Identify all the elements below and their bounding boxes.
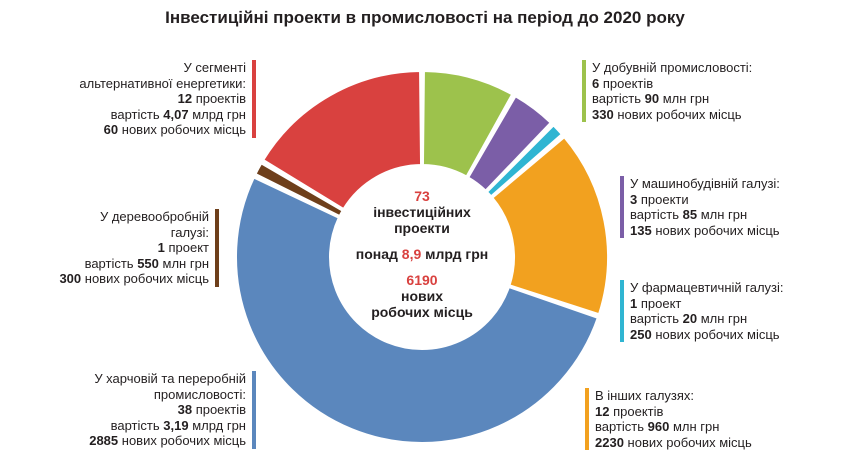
legend-jobs: 250 нових робочих місць	[630, 326, 780, 342]
total-projects-label-1: інвестиційних	[373, 204, 471, 220]
donut-slice	[490, 135, 609, 316]
legend-cost: вартість 3,19 млрд грн	[110, 417, 246, 433]
legend-jobs: 2885 нових робочих місць	[89, 433, 246, 448]
total-jobs-label-1: нових	[400, 288, 443, 304]
legend-projects: 12 проектів	[177, 91, 246, 106]
legend-block-food: У харчовій та переробній промисловості: …	[89, 371, 256, 449]
legend-heading: У сегменті	[183, 60, 246, 75]
legend-heading: В інших галузях:	[595, 388, 695, 403]
legend-block-machine-building: У машинобудівній галузі: 3 проекти варті…	[620, 176, 780, 238]
total-projects-count: 73	[414, 188, 430, 204]
donut-slice	[466, 94, 553, 192]
legend-cost: вартість 4,07 млрд грн	[110, 106, 246, 122]
total-cost-unit: млрд грн	[425, 246, 489, 262]
legend-heading: У добувній промисловості:	[592, 60, 753, 75]
legend-projects: 3 проекти	[630, 191, 689, 207]
legend-cost: вартість 960 млн грн	[595, 419, 720, 434]
legend-heading: У харчовій та переробній	[94, 371, 246, 386]
total-cost-line: понад 8,9 млрд грн	[328, 246, 516, 262]
donut-slice	[421, 69, 514, 178]
legend-jobs: 2230 нових робочих місць	[595, 434, 752, 450]
chart-title: Інвестиційні проекти в промисловості на …	[165, 8, 685, 27]
legend-projects: 12 проектів	[595, 403, 664, 419]
total-jobs-label-2: робочих місць	[371, 304, 473, 320]
legend-heading: У фармацевтичній галузі:	[630, 280, 784, 295]
donut-center-summary: 73 інвестиційних проекти понад 8,9 млрд …	[328, 188, 516, 320]
legend-projects: 6 проектів	[592, 75, 654, 91]
legend-block-woodworking: У деревообробній галузі: 1 проект вартіс…	[59, 209, 219, 287]
legend-jobs: 60 нових робочих місць	[103, 122, 246, 137]
donut-slice	[254, 162, 344, 218]
legend-block-other: В інших галузях: 12 проектів вартість 96…	[585, 388, 752, 450]
total-cost-prefix: понад	[355, 246, 398, 262]
legend-cost: вартість 85 млн грн	[630, 207, 748, 222]
legend-block-pharmaceutical: У фармацевтичній галузі: 1 проект вартіс…	[620, 280, 784, 342]
legend-block-mining: У добувній промисловості: 6 проектів вар…	[582, 60, 752, 122]
legend-heading: альтернативної енергетики:	[79, 75, 246, 91]
legend-projects: 1 проект	[630, 295, 682, 311]
legend-cost: вартість 550 млн грн	[84, 255, 209, 271]
donut-slice	[235, 176, 600, 444]
legend-cost: вартість 90 млн грн	[592, 91, 710, 106]
legend-projects: 38 проектів	[177, 402, 246, 417]
legend-cost: вартість 20 млн грн	[630, 311, 748, 326]
legend-block-alternative-energy: У сегменті альтернативної енергетики: 12…	[79, 60, 256, 138]
legend-heading: галузі:	[170, 224, 209, 240]
total-jobs-count: 6190	[406, 272, 438, 288]
legend-projects: 1 проект	[157, 240, 209, 255]
legend-heading: промисловості:	[153, 386, 246, 402]
legend-heading: У деревообробній	[99, 209, 209, 224]
total-projects-label-2: проекти	[394, 220, 450, 236]
legend-heading: У машинобудівній галузі:	[630, 176, 780, 191]
legend-jobs: 330 нових робочих місць	[592, 106, 742, 122]
total-cost-value: 8,9	[401, 246, 422, 262]
legend-jobs: 300 нових робочих місць	[59, 271, 209, 286]
legend-jobs: 135 нових робочих місць	[630, 222, 780, 238]
donut-slice	[485, 124, 564, 198]
donut-slice	[261, 69, 423, 211]
